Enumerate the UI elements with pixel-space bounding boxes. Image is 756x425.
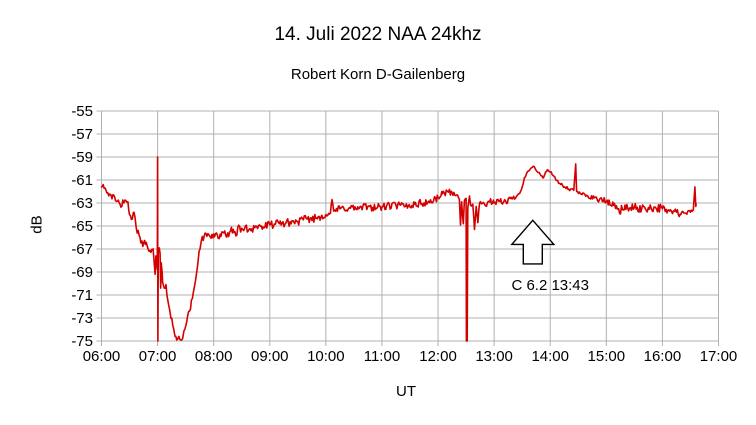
x-tick-label: 07:00: [138, 348, 177, 365]
flare-arrow-icon: [510, 219, 556, 265]
flare-annotation-label: C 6.2 13:43: [511, 276, 589, 294]
chart-subtitle: Robert Korn D-Gailenberg: [290, 66, 466, 83]
x-tick-label: 11:00: [363, 348, 401, 365]
y-tick-label: -63: [71, 194, 93, 212]
y-tick-label: -71: [71, 286, 93, 304]
x-tick-label: 09:00: [250, 348, 289, 365]
y-tick-label: -69: [71, 263, 93, 281]
x-tick-label: 17:00: [699, 348, 738, 365]
x-tick-label: 14:00: [531, 348, 569, 365]
y-tick-label: -57: [71, 125, 93, 143]
y-tick-label: -67: [71, 240, 93, 258]
x-tick-label: 08:00: [194, 348, 233, 365]
y-tick-label: -73: [71, 309, 93, 327]
x-tick-label: 13:00: [475, 348, 513, 365]
y-tick-label: -61: [71, 171, 93, 189]
x-tick-label: 06:00: [82, 348, 121, 365]
signal-line: [100, 156, 697, 342]
y-tick-label: -65: [71, 217, 93, 235]
chart-title: 14. Juli 2022 NAA 24khz: [274, 24, 482, 45]
x-tick-label: 16:00: [643, 348, 682, 365]
x-tick-label: 10:00: [307, 348, 345, 365]
x-tick-label: 12:00: [419, 348, 457, 365]
y-tick-label: -75: [71, 332, 93, 350]
x-axis-label: UT: [396, 383, 416, 400]
y-tick-label: -59: [71, 148, 93, 166]
y-tick-label: -55: [71, 102, 93, 120]
x-tick-label: 15:00: [587, 348, 626, 365]
